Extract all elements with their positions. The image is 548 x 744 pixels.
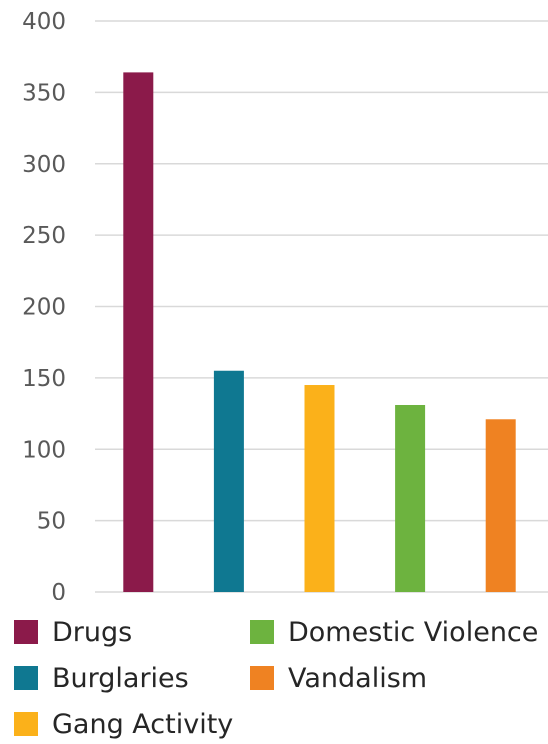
y-tick-label-250: 250	[22, 223, 66, 249]
gridlines	[95, 20, 548, 593]
legend-item-domestic-violence: Domestic Violence	[250, 612, 538, 652]
bars	[123, 72, 516, 592]
legend: Drugs Burglaries Gang Activity Domestic …	[14, 612, 548, 742]
legend-label-domestic-violence: Domestic Violence	[288, 616, 539, 648]
bar-chart: 0 50 100 150 200 250 300 350 400	[22, 9, 548, 600]
legend-label-vandalism: Vandalism	[288, 662, 428, 694]
bar-gang-activity	[304, 385, 335, 592]
bar-vandalism	[485, 419, 516, 592]
y-tick-label-50: 50	[37, 509, 66, 535]
legend-item-gang-activity: Gang Activity	[14, 704, 233, 744]
legend-swatch-domestic-violence	[250, 620, 274, 644]
legend-swatch-burglaries	[14, 666, 38, 690]
y-tick-label-0: 0	[51, 580, 66, 600]
y-axis-tick-labels: 0 50 100 150 200 250 300 350 400	[22, 9, 66, 600]
legend-label-burglaries: Burglaries	[52, 662, 189, 694]
legend-swatch-vandalism	[250, 666, 274, 690]
bar-burglaries	[213, 370, 244, 592]
y-tick-label-150: 150	[22, 366, 66, 392]
legend-item-vandalism: Vandalism	[250, 658, 427, 698]
legend-label-drugs: Drugs	[52, 616, 133, 648]
legend-swatch-drugs	[14, 620, 38, 644]
y-tick-label-350: 350	[22, 80, 66, 106]
legend-label-gang-activity: Gang Activity	[52, 708, 234, 740]
y-tick-label-200: 200	[22, 295, 66, 321]
y-tick-label-300: 300	[22, 152, 66, 178]
legend-item-burglaries: Burglaries	[14, 658, 189, 698]
legend-item-drugs: Drugs	[14, 612, 132, 652]
legend-swatch-gang-activity	[14, 712, 38, 736]
y-tick-label-100: 100	[22, 437, 66, 463]
y-tick-label-400: 400	[22, 9, 66, 35]
bar-domestic-violence	[395, 404, 426, 592]
bar-drugs	[123, 72, 154, 592]
